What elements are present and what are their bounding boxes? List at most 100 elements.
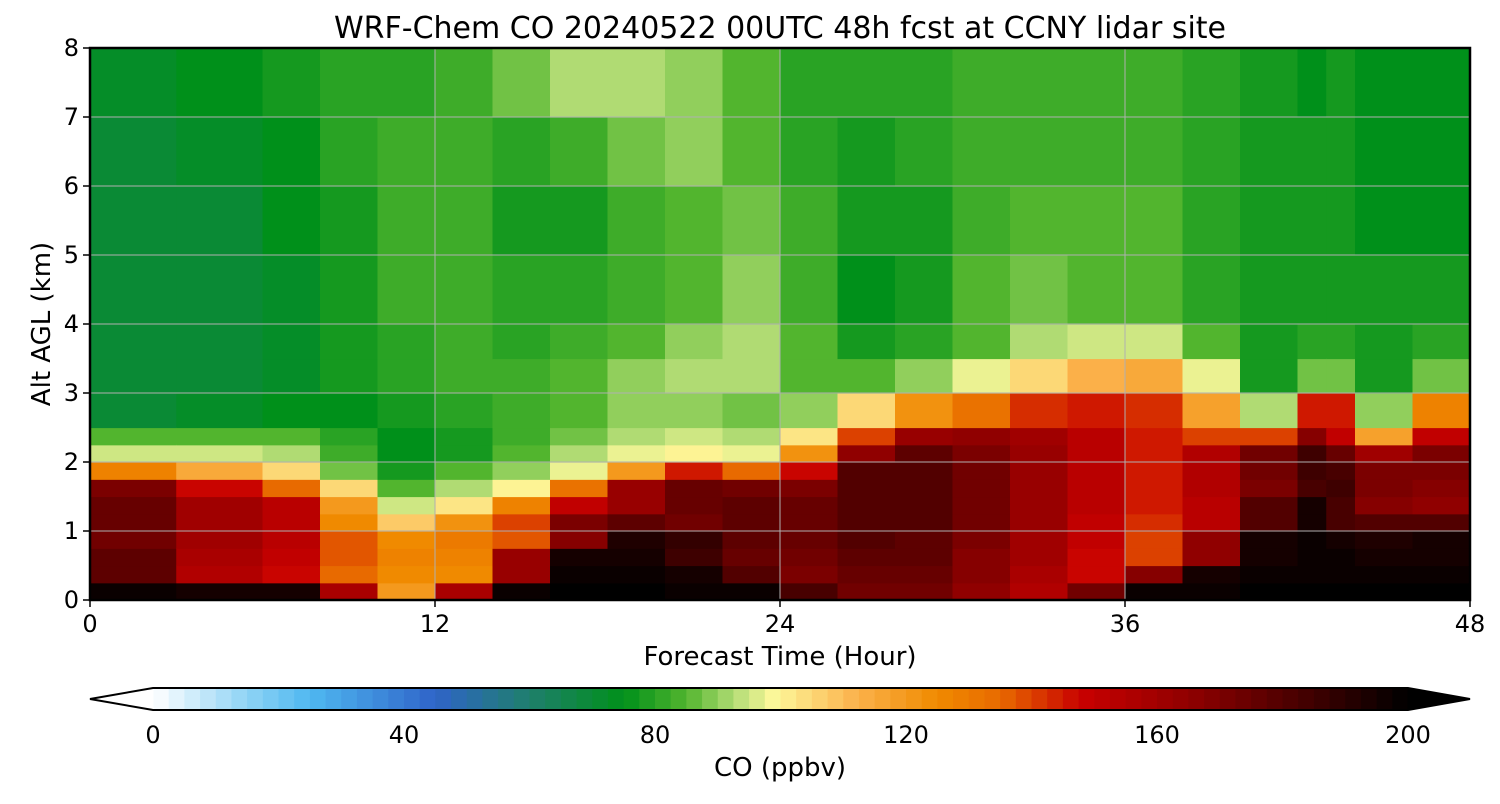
heat-cell <box>1067 186 1126 256</box>
colorbar-swatch <box>372 688 389 710</box>
heat-cell <box>837 48 896 118</box>
colorbar-swatch <box>231 688 248 710</box>
heat-cell <box>1240 582 1299 601</box>
heat-cell <box>722 117 781 187</box>
heat-cell <box>90 565 177 584</box>
heat-cell <box>377 324 436 360</box>
heat-cell <box>90 358 177 394</box>
heat-cell <box>176 444 264 463</box>
heat-cell <box>1067 393 1126 429</box>
y-tick-label: 8 <box>64 34 79 62</box>
heat-cell <box>952 186 1011 256</box>
heat-cell <box>837 393 896 429</box>
heat-cell <box>90 479 177 498</box>
grid-lines <box>90 48 1470 600</box>
heat-cell <box>377 462 436 480</box>
heat-cell <box>1125 531 1184 549</box>
x-tick-label: 24 <box>765 610 796 638</box>
heat-cell <box>952 565 1011 584</box>
x-axis-label: Forecast Time (Hour) <box>643 642 916 672</box>
heat-cell <box>1297 358 1327 394</box>
colorbar-swatch <box>168 688 185 710</box>
heat-cell <box>665 48 724 118</box>
heat-cell <box>320 548 379 567</box>
heat-cell <box>1412 117 1471 187</box>
colorbar-swatch <box>388 688 405 710</box>
colorbar-tick-label: 0 <box>145 721 160 749</box>
heat-cell <box>1355 582 1414 601</box>
heat-cell <box>90 531 177 549</box>
heat-cell <box>607 393 666 429</box>
heat-cell <box>665 393 724 429</box>
heat-cell <box>952 496 1011 515</box>
x-tick-label: 48 <box>1455 610 1486 638</box>
heat-cell <box>492 186 551 256</box>
heat-cell <box>1412 496 1471 515</box>
heat-cell <box>837 548 896 567</box>
heat-cell <box>722 255 781 325</box>
colorbar-swatch <box>780 688 797 710</box>
heat-cell <box>1326 444 1356 463</box>
heat-cell <box>320 186 379 256</box>
colorbar-swatch <box>560 688 578 710</box>
heat-cell <box>1067 582 1126 601</box>
heat-cell <box>90 582 177 601</box>
heat-cell <box>1412 48 1471 118</box>
heat-cell <box>780 255 839 325</box>
colorbar-swatch <box>1078 688 1095 710</box>
heat-cell <box>895 427 954 446</box>
heat-cell <box>1412 565 1471 584</box>
heat-cell <box>1355 427 1414 446</box>
heat-cell <box>722 513 781 532</box>
heat-cell <box>837 444 896 463</box>
heat-cell <box>607 565 666 584</box>
heat-cell <box>1067 444 1126 463</box>
heat-cell <box>550 496 609 515</box>
heat-cell <box>1240 565 1299 584</box>
heat-cell <box>607 427 666 446</box>
colorbar-swatch <box>906 688 923 710</box>
heat-cell <box>320 462 379 480</box>
heat-cell <box>1240 531 1299 549</box>
heat-cell <box>1326 186 1356 256</box>
colorbar-ticks: 0 40 80 120 160 200 <box>145 721 1431 749</box>
heat-cell <box>895 393 954 429</box>
heat-cell <box>780 582 839 601</box>
heat-cell <box>722 548 781 567</box>
heat-cell <box>492 255 551 325</box>
colorbar-swatch <box>1360 688 1378 710</box>
y-tick-label: 5 <box>64 241 79 269</box>
heat-cell <box>837 582 896 601</box>
colorbar-extend-min <box>90 688 154 710</box>
colorbar-swatch <box>1329 688 1346 710</box>
heat-cell <box>1355 186 1414 256</box>
heat-cell <box>1182 531 1241 549</box>
heat-cell <box>550 479 609 498</box>
heat-cell <box>1297 393 1327 429</box>
heat-cell <box>550 531 609 549</box>
heat-cell <box>1240 496 1299 515</box>
colorbar-swatch <box>529 688 546 710</box>
colorbar-swatch <box>1172 688 1189 710</box>
heat-cell <box>665 479 724 498</box>
colorbar-swatch <box>576 688 593 710</box>
heat-cell <box>837 117 896 187</box>
heat-cell <box>1412 548 1471 567</box>
heat-cell <box>1326 255 1356 325</box>
heat-cell <box>435 427 494 446</box>
heat-cell <box>607 255 666 325</box>
colorbar-swatch <box>1298 688 1315 710</box>
colorbar-swatch <box>1219 688 1236 710</box>
colorbar-swatch <box>733 688 750 710</box>
plot-area <box>90 48 1471 601</box>
heat-cell <box>780 479 839 498</box>
heat-cell <box>176 255 264 325</box>
colorbar-swatch <box>1392 688 1409 710</box>
heat-cell <box>320 513 379 532</box>
heat-cell <box>492 582 551 601</box>
heat-cell <box>435 582 494 601</box>
heat-cell <box>435 548 494 567</box>
heat-cell <box>1182 548 1241 567</box>
heat-cell <box>607 513 666 532</box>
heat-cell <box>262 548 321 567</box>
